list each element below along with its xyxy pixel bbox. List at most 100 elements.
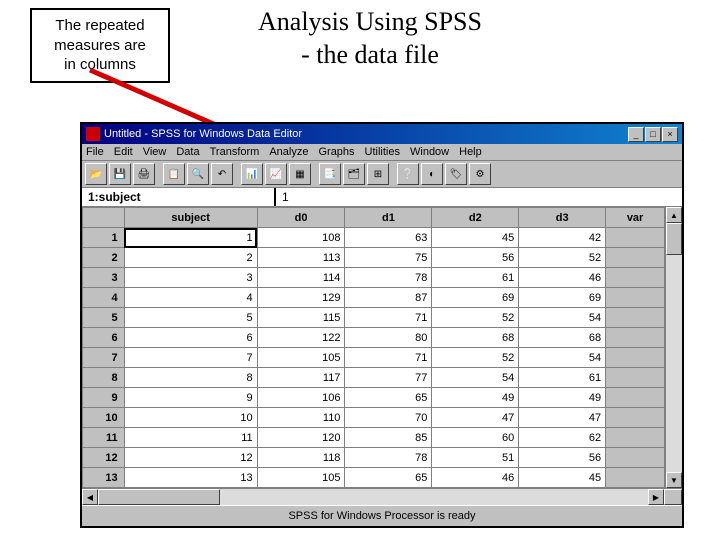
minimize-button[interactable]: _ xyxy=(628,127,644,142)
cell[interactable]: 52 xyxy=(432,348,519,368)
menu-utilities[interactable]: Utilities xyxy=(365,146,400,158)
menu-graphs[interactable]: Graphs xyxy=(318,146,354,158)
cell[interactable]: 80 xyxy=(345,328,432,348)
data-grid[interactable]: subjectd0d1d2d3var1110863454222113755652… xyxy=(82,207,665,488)
cell[interactable]: 69 xyxy=(432,288,519,308)
cell[interactable] xyxy=(606,268,665,288)
cell[interactable]: 114 xyxy=(257,268,345,288)
cell[interactable]: 47 xyxy=(432,408,519,428)
cell[interactable]: 69 xyxy=(519,288,606,308)
cell[interactable]: 122 xyxy=(257,328,345,348)
toolbar-button-4[interactable]: 📋 xyxy=(163,163,185,185)
cell[interactable]: 46 xyxy=(432,468,519,488)
column-header-d2[interactable]: d2 xyxy=(432,208,519,228)
maximize-button[interactable]: □ xyxy=(645,127,661,142)
cell[interactable] xyxy=(606,368,665,388)
horizontal-scrollbar[interactable]: ◀ ▶ xyxy=(82,488,682,505)
row-header[interactable]: 8 xyxy=(83,368,125,388)
cell[interactable] xyxy=(606,468,665,488)
cell[interactable]: 49 xyxy=(519,388,606,408)
row-header[interactable]: 12 xyxy=(83,448,125,468)
toolbar-button-6[interactable]: ↶ xyxy=(211,163,233,185)
cell[interactable]: 45 xyxy=(432,228,519,248)
toolbar-button-2[interactable]: 🖨 xyxy=(133,163,155,185)
cell[interactable]: 71 xyxy=(345,308,432,328)
menu-window[interactable]: Window xyxy=(410,146,449,158)
cell[interactable] xyxy=(606,448,665,468)
cell[interactable] xyxy=(606,428,665,448)
cell[interactable]: 75 xyxy=(345,248,432,268)
cell[interactable]: 65 xyxy=(345,468,432,488)
cell[interactable] xyxy=(606,228,665,248)
menu-view[interactable]: View xyxy=(143,146,167,158)
cell[interactable]: 61 xyxy=(432,268,519,288)
cell[interactable]: 115 xyxy=(257,308,345,328)
cell[interactable]: 78 xyxy=(345,448,432,468)
toolbar-button-13[interactable]: 🗂 xyxy=(343,163,365,185)
cell[interactable]: 120 xyxy=(257,428,345,448)
hscroll-thumb[interactable] xyxy=(98,489,220,505)
scroll-left-icon[interactable]: ◀ xyxy=(82,489,98,505)
cell[interactable]: 13 xyxy=(124,468,257,488)
row-header[interactable]: 5 xyxy=(83,308,125,328)
cell[interactable]: 129 xyxy=(257,288,345,308)
row-header[interactable]: 11 xyxy=(83,428,125,448)
cell[interactable]: 49 xyxy=(432,388,519,408)
cell[interactable]: 46 xyxy=(519,268,606,288)
cell[interactable]: 110 xyxy=(257,408,345,428)
cell[interactable]: 51 xyxy=(432,448,519,468)
cell[interactable]: 56 xyxy=(519,448,606,468)
cell[interactable]: 61 xyxy=(519,368,606,388)
toolbar-button-5[interactable]: 🔍 xyxy=(187,163,209,185)
row-header[interactable]: 3 xyxy=(83,268,125,288)
cell[interactable]: 68 xyxy=(432,328,519,348)
toolbar-button-14[interactable]: ⊞ xyxy=(367,163,389,185)
cell[interactable]: 9 xyxy=(124,388,257,408)
toolbar-button-16[interactable]: ❔ xyxy=(397,163,419,185)
cell[interactable] xyxy=(606,248,665,268)
cell[interactable] xyxy=(606,328,665,348)
cell[interactable]: 70 xyxy=(345,408,432,428)
cell[interactable]: 105 xyxy=(257,348,345,368)
vscroll-thumb[interactable] xyxy=(666,223,682,255)
column-header-d1[interactable]: d1 xyxy=(345,208,432,228)
cell[interactable] xyxy=(606,348,665,368)
cell-reference-value[interactable]: 1 xyxy=(276,188,682,206)
cell[interactable]: 1 xyxy=(124,228,257,248)
row-header[interactable]: 2 xyxy=(83,248,125,268)
cell[interactable]: 6 xyxy=(124,328,257,348)
cell[interactable]: 11 xyxy=(124,428,257,448)
cell[interactable]: 2 xyxy=(124,248,257,268)
toolbar-button-1[interactable]: 💾 xyxy=(109,163,131,185)
row-header[interactable]: 9 xyxy=(83,388,125,408)
toolbar-button-17[interactable]: ◐ xyxy=(421,163,443,185)
row-header[interactable]: 1 xyxy=(83,228,125,248)
cell[interactable]: 62 xyxy=(519,428,606,448)
cell[interactable]: 60 xyxy=(432,428,519,448)
cell[interactable]: 52 xyxy=(432,308,519,328)
cell[interactable]: 45 xyxy=(519,468,606,488)
menu-data[interactable]: Data xyxy=(176,146,199,158)
row-header[interactable]: 13 xyxy=(83,468,125,488)
cell[interactable]: 118 xyxy=(257,448,345,468)
cell[interactable] xyxy=(606,308,665,328)
scroll-up-icon[interactable]: ▲ xyxy=(666,207,682,223)
cell[interactable]: 56 xyxy=(432,248,519,268)
vscroll-track[interactable] xyxy=(666,223,682,472)
hscroll-track[interactable] xyxy=(98,489,648,505)
menu-transform[interactable]: Transform xyxy=(210,146,260,158)
vertical-scrollbar[interactable]: ▲ ▼ xyxy=(665,207,682,488)
cell[interactable]: 78 xyxy=(345,268,432,288)
scroll-right-icon[interactable]: ▶ xyxy=(648,489,664,505)
menu-help[interactable]: Help xyxy=(459,146,482,158)
cell[interactable]: 108 xyxy=(257,228,345,248)
cell[interactable]: 8 xyxy=(124,368,257,388)
cell[interactable] xyxy=(606,288,665,308)
cell[interactable]: 105 xyxy=(257,468,345,488)
cell[interactable]: 10 xyxy=(124,408,257,428)
column-header-d3[interactable]: d3 xyxy=(519,208,606,228)
cell[interactable]: 47 xyxy=(519,408,606,428)
cell[interactable]: 7 xyxy=(124,348,257,368)
cell[interactable]: 54 xyxy=(432,368,519,388)
toolbar-button-18[interactable]: 🏷 xyxy=(445,163,467,185)
